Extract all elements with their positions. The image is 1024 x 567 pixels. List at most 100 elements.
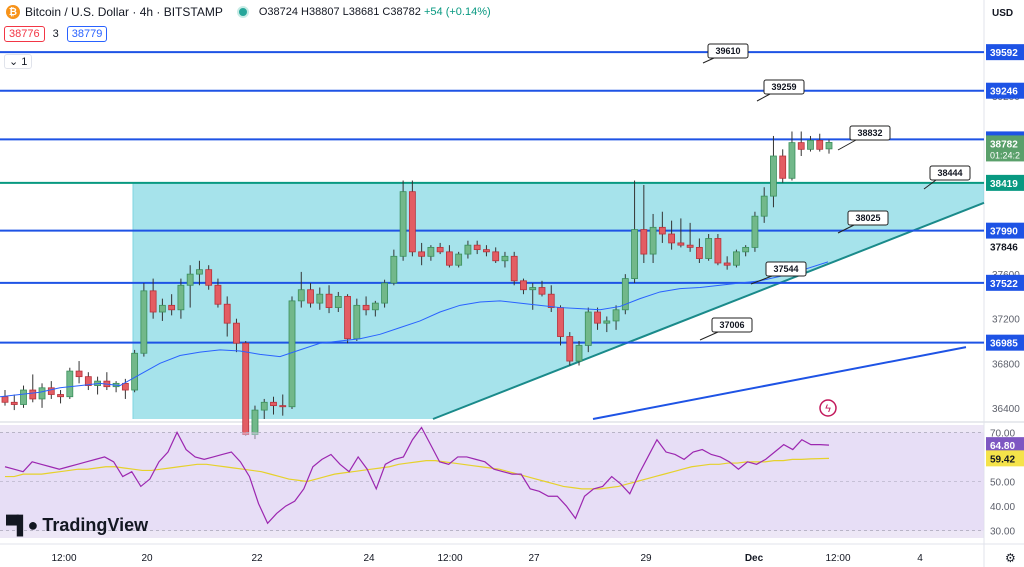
bearish-candle: [325, 293, 333, 308]
bearish-candle: [520, 280, 527, 291]
bullish-candle: [760, 195, 768, 217]
callout-pointer: [750, 275, 773, 285]
tradingview-logo[interactable]: ▀▌● TradingView: [6, 515, 148, 536]
bearish-candle: [1, 396, 9, 403]
bearish-candle: [658, 226, 666, 235]
bullish-candle: [297, 289, 305, 302]
price-tick-label: 36800: [992, 359, 1020, 370]
bullish-candle: [649, 226, 657, 255]
callout-box: [763, 79, 805, 95]
indicators-toggle[interactable]: ⌄ 1: [4, 54, 33, 69]
bearish-candle: [779, 155, 787, 179]
bullish-candle: [381, 282, 388, 304]
level-axis-label: 38419: [990, 179, 1018, 190]
buy-price-button[interactable]: 38779: [66, 26, 108, 42]
spread-value: 3: [52, 28, 59, 40]
bitcoin-icon: ₿: [6, 5, 20, 19]
lower-trendline: [592, 346, 967, 420]
last-price-tag: [986, 135, 1024, 162]
callout-pointer: [837, 139, 857, 151]
sell-price-button[interactable]: 38776: [4, 26, 45, 42]
bearish-candle: [168, 304, 176, 311]
callout-pointer: [699, 331, 719, 341]
bullish-candle: [66, 370, 74, 398]
callout-box: [847, 210, 889, 226]
bearish-candle: [205, 269, 213, 286]
time-tick-label: 4: [917, 553, 923, 564]
callout-pointer: [756, 93, 771, 102]
ohlc-text: O38724 H38807 L38681 C38782: [258, 6, 421, 18]
bearish-candle: [510, 255, 518, 282]
rsi-value-tag: [986, 437, 1024, 454]
tradingview-logo-icon: ▀▌●: [6, 515, 38, 535]
callout-label: 39610: [715, 46, 740, 56]
level-axis-label: 37522: [990, 279, 1018, 290]
bullish-candle: [38, 387, 46, 400]
bearish-candle: [436, 246, 444, 253]
bullish-candle: [603, 320, 611, 324]
ohlc-values: O38724 H38807 L38681 C38782 +54 (+0.14%): [259, 6, 491, 18]
bullish-candle: [529, 287, 537, 291]
bearish-candle: [362, 304, 370, 311]
bullish-candle: [751, 215, 759, 248]
callout-box: [707, 43, 749, 59]
callout-label: 38832: [857, 128, 882, 138]
trade-buttons: 38776 3 38779: [4, 26, 108, 42]
bearish-candle: [279, 405, 287, 408]
bearish-candle: [686, 244, 694, 248]
time-tick-label: 20: [141, 553, 153, 564]
bullish-candle: [788, 142, 796, 179]
rsi-line: [4, 426, 830, 525]
market-status-icon: [236, 6, 249, 18]
level-axis-tag: [986, 334, 1024, 351]
bearish-candle: [57, 394, 64, 398]
bearish-candle: [84, 376, 92, 386]
alert-icon: [819, 399, 837, 417]
bullish-candle: [770, 155, 777, 197]
time-tick-label: 29: [640, 553, 652, 564]
level-axis-tag: [986, 174, 1024, 191]
bullish-candle: [621, 278, 629, 311]
bullish-candle: [733, 251, 740, 266]
bullish-candle: [464, 244, 472, 255]
level-axis-label: 37990: [990, 227, 1018, 238]
time-tick-label: 22: [251, 553, 263, 564]
bearish-candle: [344, 296, 351, 340]
bearish-candle: [557, 307, 564, 337]
bullish-candle: [353, 304, 361, 340]
bullish-candle: [334, 296, 342, 308]
bullish-candle: [742, 246, 750, 253]
symbol-title[interactable]: Bitcoin / U.S. Dollar · 4h · BITSTAMP: [25, 5, 223, 19]
callout-label: 38444: [937, 168, 962, 178]
rsi-band-fill: [0, 432, 984, 531]
callout-box: [765, 261, 807, 277]
bearish-candle: [307, 289, 314, 304]
bullish-candle: [371, 302, 379, 311]
rsi-ma-value-tag: [986, 450, 1024, 467]
candles-group: [1, 131, 833, 440]
triangle-support-line: [432, 201, 985, 420]
bullish-candle: [390, 255, 398, 284]
rsi-tick-label: 30.00: [990, 527, 1015, 538]
rsi-tick-label: 70.00: [990, 428, 1015, 439]
bearish-candle: [149, 290, 157, 313]
extra-axis-tag: [986, 238, 1024, 255]
ascending-triangle-fill: [133, 182, 984, 419]
level-axis-label: 39592: [990, 48, 1018, 59]
bearish-candle: [121, 382, 129, 391]
level-axis-label: 36985: [990, 339, 1018, 350]
time-tick-label: 24: [363, 553, 375, 564]
moving-average-line: [0, 261, 829, 398]
callout-label: 39259: [771, 82, 796, 92]
bullish-candle: [399, 191, 407, 257]
bullish-candle: [427, 246, 435, 257]
bullish-candle: [455, 253, 463, 266]
callout-pointer: [702, 57, 715, 64]
level-axis-tag: [986, 44, 1024, 61]
bearish-candle: [223, 303, 231, 324]
bullish-candle: [825, 142, 833, 150]
level-axis-tag: [986, 274, 1024, 291]
price-tick-label: 37200: [992, 315, 1020, 326]
bullish-candle: [260, 401, 268, 411]
